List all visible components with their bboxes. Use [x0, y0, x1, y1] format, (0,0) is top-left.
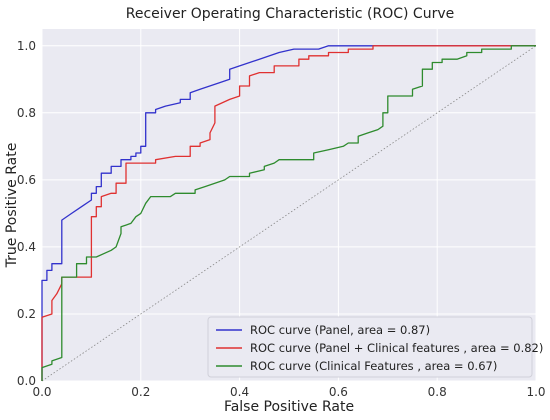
legend: ROC curve (Panel, area = 0.87) ROC curve … — [207, 316, 543, 378]
x-tick-labels: 0.0 0.2 0.4 0.6 0.8 1.0 — [32, 385, 545, 399]
y-tick-label: 1.0 — [17, 39, 36, 53]
y-tick-label: 0.8 — [17, 106, 36, 120]
x-tick-label: 0.0 — [32, 385, 51, 399]
x-tick-label: 0.2 — [131, 385, 150, 399]
x-tick-label: 0.8 — [428, 385, 447, 399]
x-axis-label: False Positive Rate — [224, 399, 354, 415]
diagonal-line — [41, 45, 537, 382]
chance-diagonal — [41, 45, 537, 382]
legend-label-3: ROC curve (Clinical Features , area = 0.… — [250, 359, 497, 373]
x-tick-label: 0.6 — [329, 385, 348, 399]
series-lines — [41, 45, 536, 381]
y-axis-label: True Positive Rate — [4, 143, 20, 269]
x-tick-label: 1.0 — [526, 385, 545, 399]
chart-title: Receiver Operating Characteristic (ROC) … — [126, 6, 455, 22]
y-tick-label: 0.2 — [17, 307, 36, 321]
y-tick-label: 0.4 — [17, 240, 36, 254]
legend-label-1: ROC curve (Panel, area = 0.87) — [250, 323, 430, 337]
series-line-1 — [41, 45, 536, 381]
x-tick-label: 0.4 — [230, 385, 249, 399]
y-tick-label: 0.6 — [17, 173, 36, 187]
series-line-2 — [41, 45, 536, 381]
series-line-3 — [41, 45, 536, 381]
y-tick-label: 0.0 — [17, 374, 36, 388]
legend-label-2: ROC curve (Panel + Clinical features , a… — [250, 341, 543, 355]
y-tick-labels: 0.0 0.2 0.4 0.6 0.8 1.0 — [17, 39, 36, 388]
legend-box — [207, 316, 533, 378]
